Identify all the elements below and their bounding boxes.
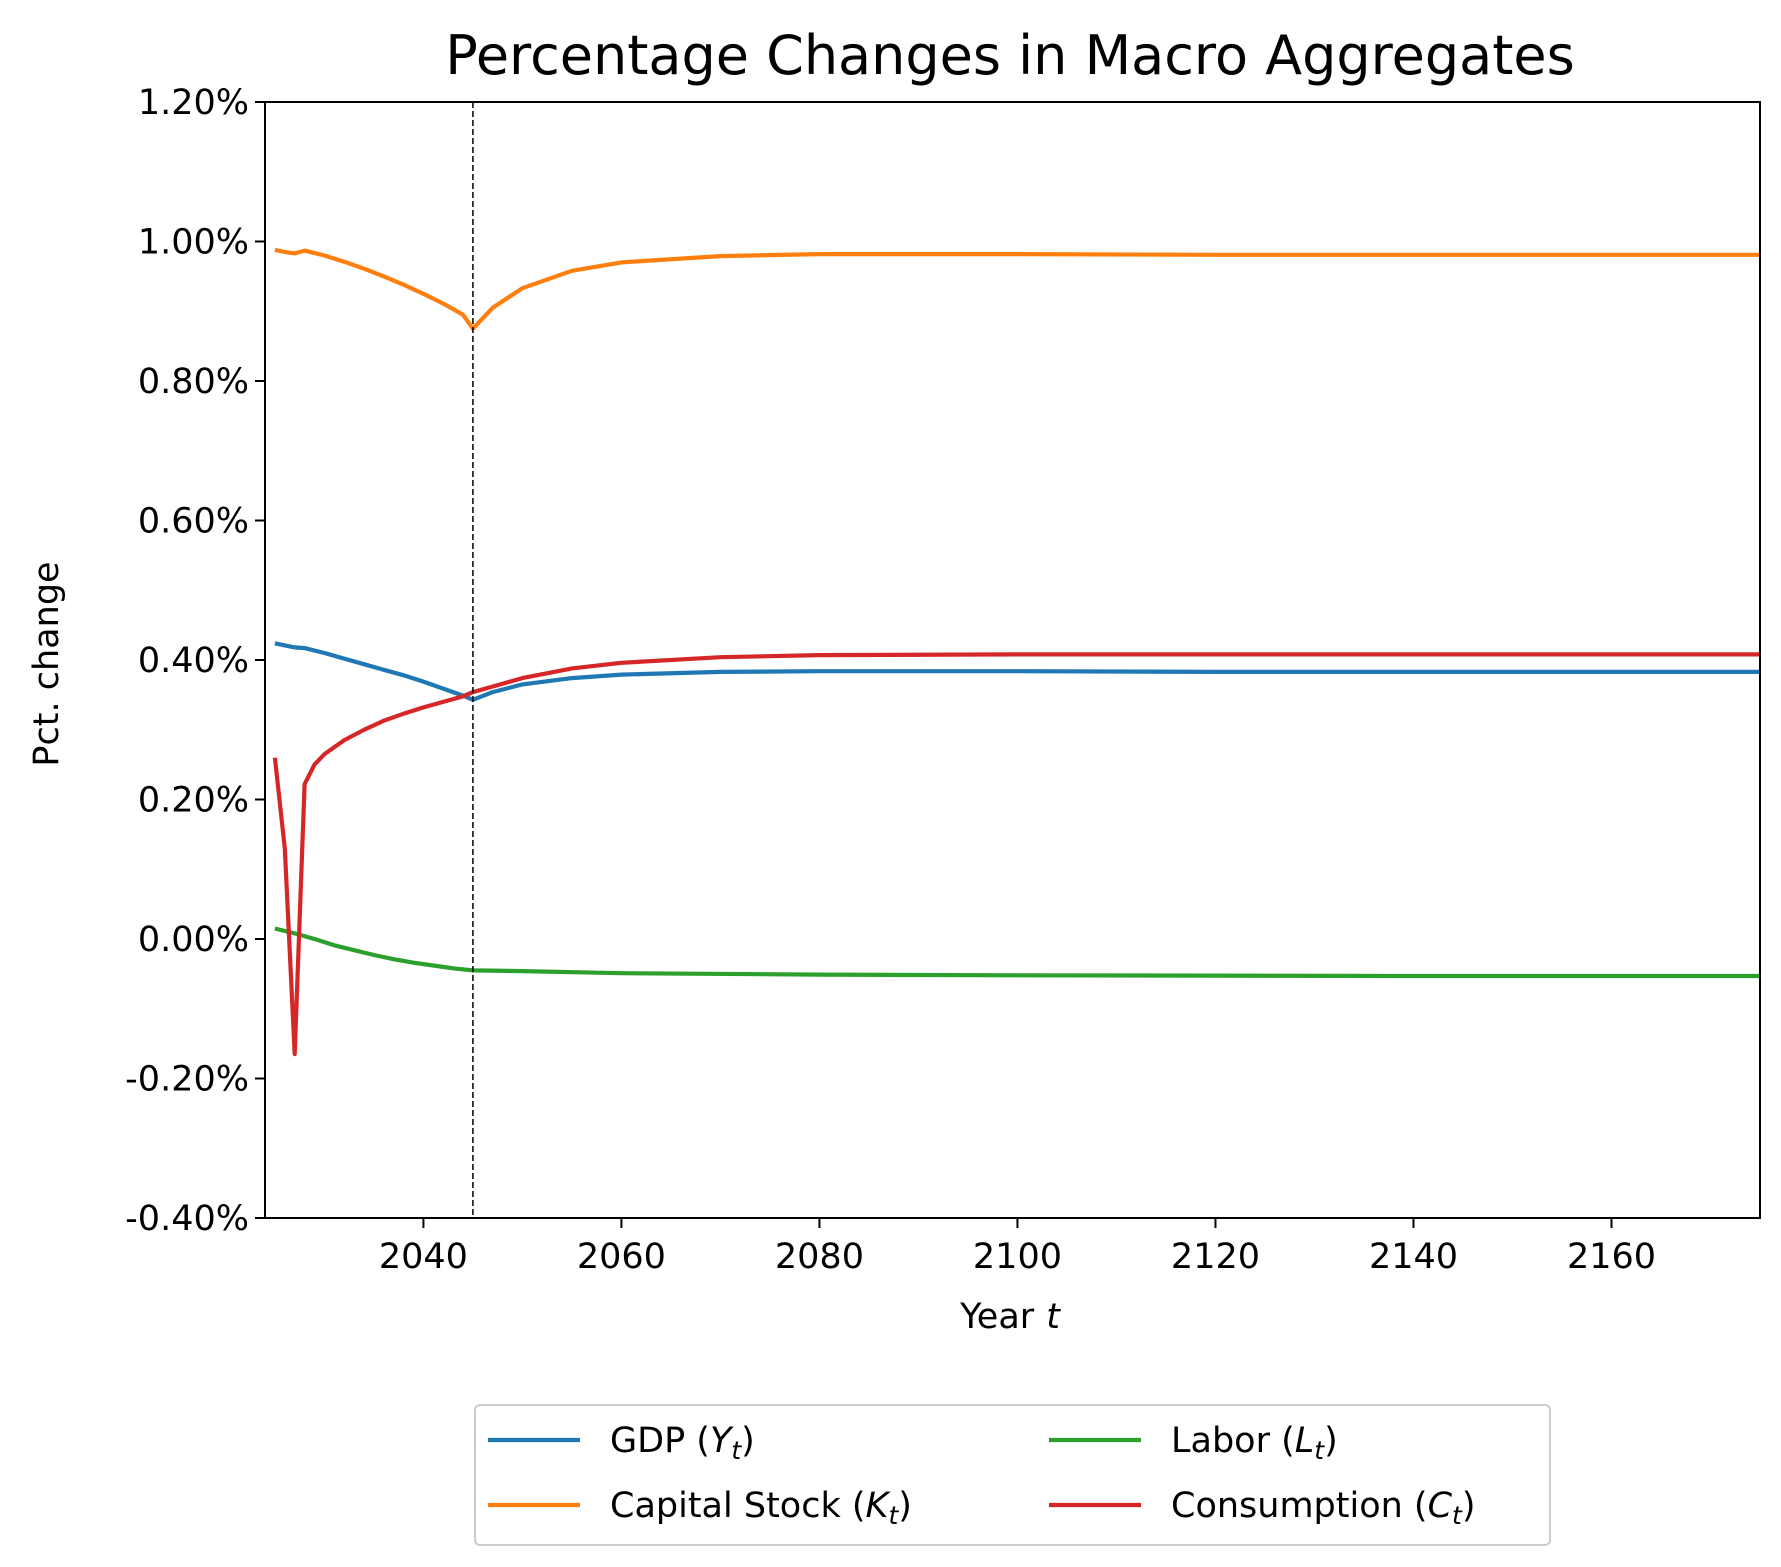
y-tick-label: 0.20% — [138, 781, 249, 821]
y-axis-label: Pct. change — [27, 561, 67, 766]
legend-label-capital-stock: Capital Stock (Kt) — [610, 1486, 912, 1530]
legend: GDP (Yt) Capital Stock (Kt) Labor (Lt) Cons… — [474, 1404, 1551, 1546]
x-axis-label-text: Year — [959, 1297, 1035, 1337]
series-line-labor — [274, 926, 1760, 979]
chart-title: Percentage Changes in Macro Aggregates — [445, 24, 1575, 87]
y-tick-label: -0.40% — [125, 1199, 249, 1239]
x-tick-label: 2120 — [1171, 1237, 1260, 1277]
legend-label-consumption: Consumption (Ct) — [1171, 1486, 1476, 1530]
x-axis-label-var: t — [1046, 1297, 1061, 1337]
x-tick-label: 2100 — [973, 1237, 1062, 1277]
x-tick-label: 2040 — [379, 1237, 468, 1277]
series-line-consumption — [272, 652, 1760, 1057]
y-tick-label: 0.00% — [138, 920, 249, 960]
legend-box — [474, 1404, 1551, 1546]
x-tick-label: 2060 — [577, 1237, 666, 1277]
y-tick-label: -0.20% — [125, 1060, 249, 1100]
plot-frame — [264, 101, 1761, 1219]
series-line-capital-stock — [274, 247, 1760, 331]
y-tick-label: 0.60% — [138, 502, 249, 542]
y-tick-label: 0.40% — [138, 641, 249, 681]
x-tick-label: 2140 — [1369, 1237, 1458, 1277]
x-tick-label: 2160 — [1567, 1237, 1656, 1277]
y-tick-label: 0.80% — [138, 362, 249, 402]
plot-area: -0.40% -0.20% 0.00% 0.20% 0.40% 0.60% 0.80% 1.0… — [125, 83, 1761, 1277]
series-line-gdp — [274, 641, 1760, 702]
x-axis-label: Year t — [959, 1297, 1061, 1337]
legend-label-labor: Labor (Lt) — [1171, 1421, 1338, 1465]
x-tick-label: 2080 — [775, 1237, 864, 1277]
y-tick-label: 1.20% — [138, 83, 249, 123]
legend-label-gdp: GDP (Yt) — [610, 1421, 755, 1465]
y-tick-label: 1.00% — [138, 223, 249, 263]
